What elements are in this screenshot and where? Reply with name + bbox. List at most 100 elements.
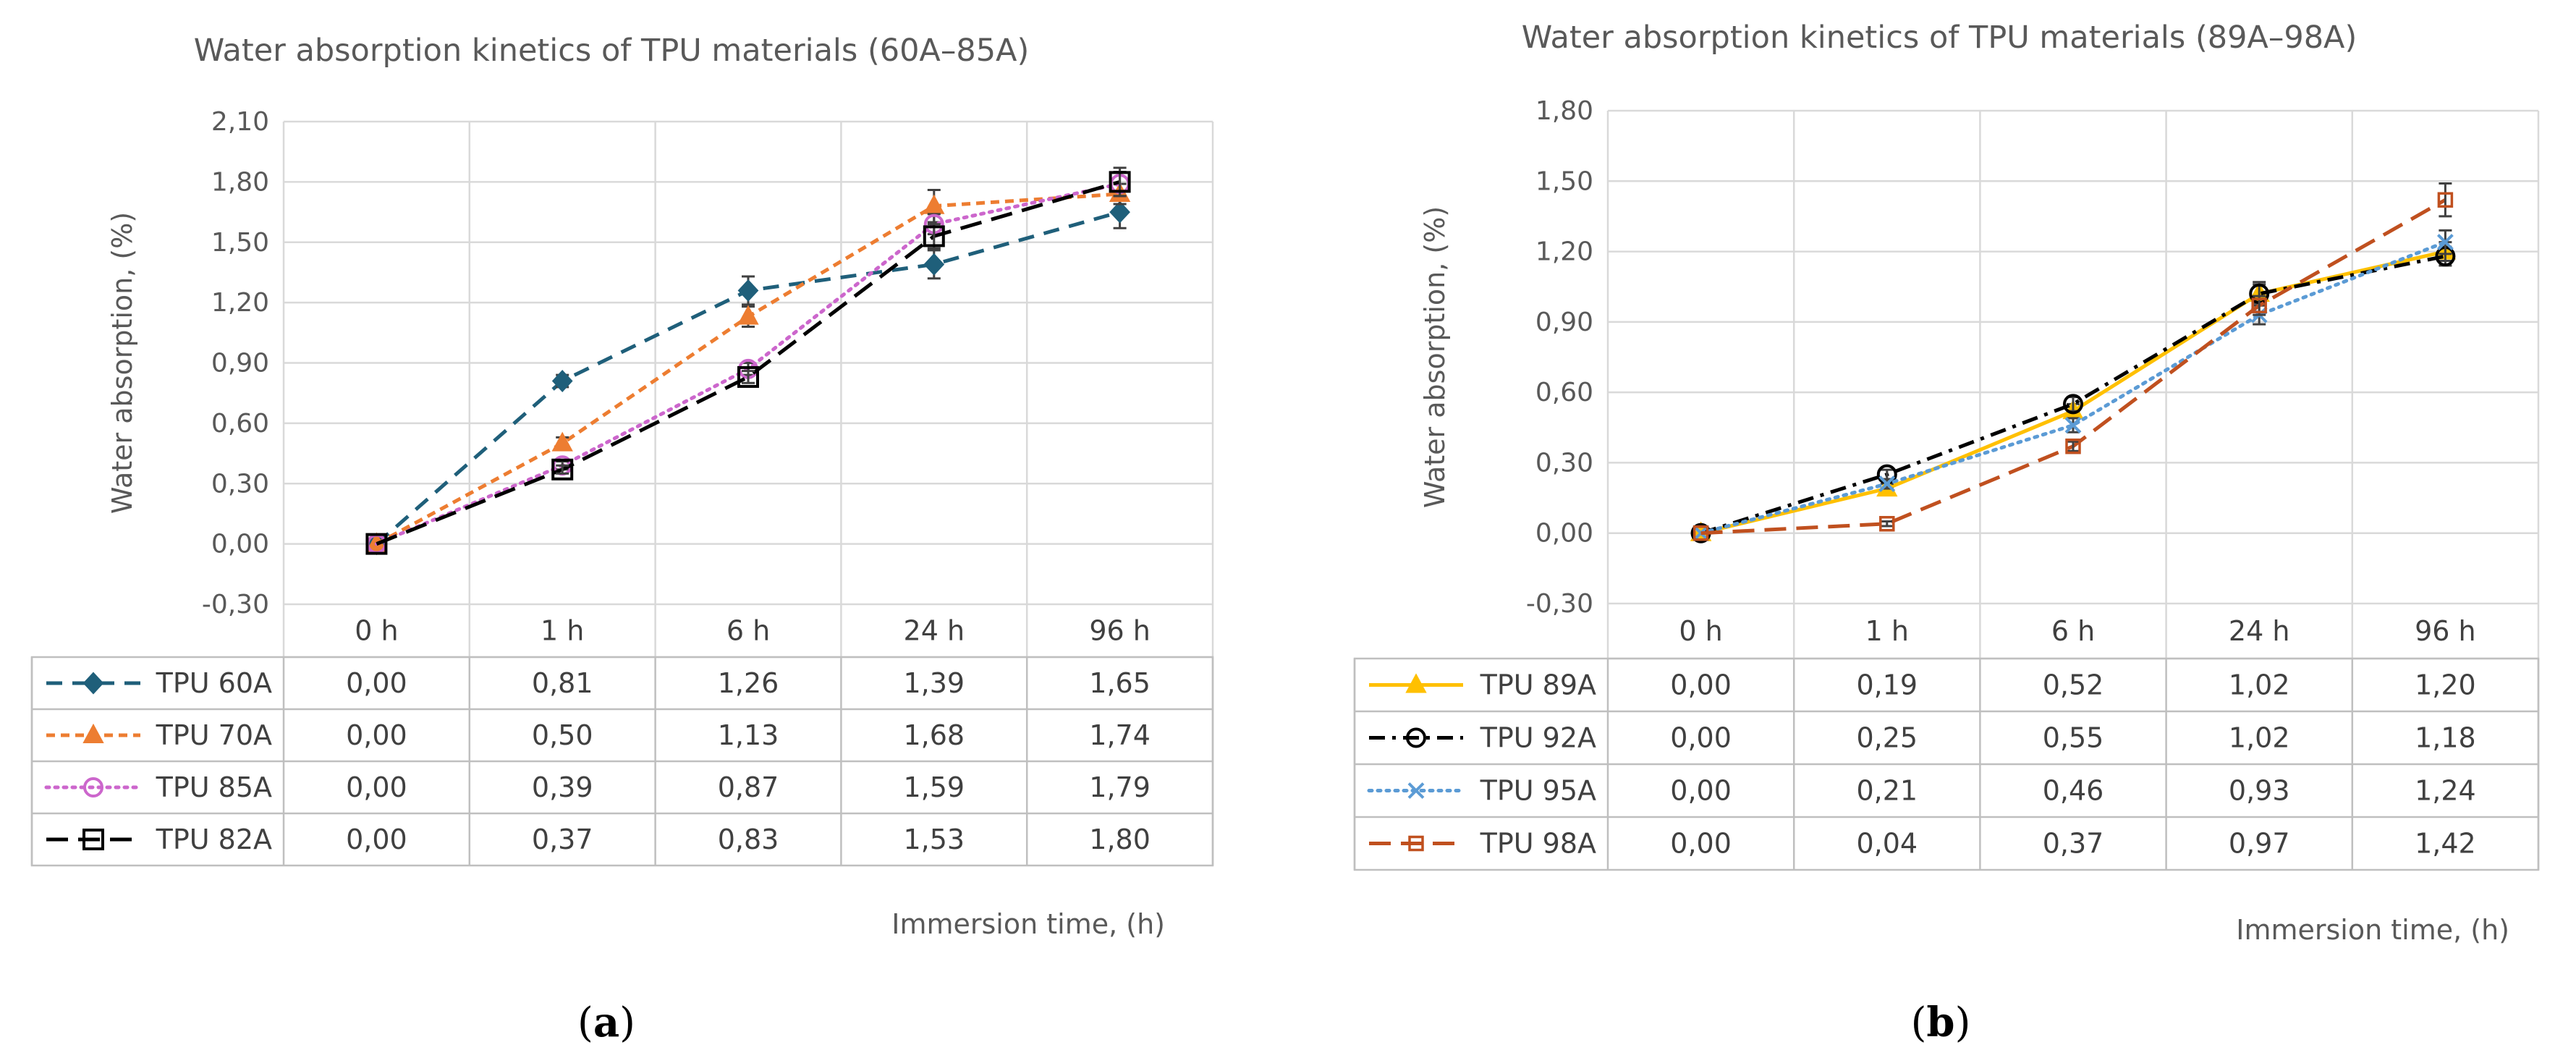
chart-title: Water absorption kinetics of TPU materia… xyxy=(1522,20,2357,56)
y-tick-label: 0,00 xyxy=(211,530,269,559)
table-cell-value: 1,59 xyxy=(903,771,965,803)
y-tick-label: 0,60 xyxy=(1535,378,1593,407)
data-point-marker xyxy=(737,305,759,325)
x-category-label: 6 h xyxy=(2051,615,2095,647)
y-tick-label: 1,50 xyxy=(211,228,269,258)
series-tpu-98a xyxy=(1692,182,2454,541)
table-cell-value: 1,18 xyxy=(2415,722,2476,754)
series-tpu-95a xyxy=(1692,229,2454,542)
legend-series-name: TPU 95A xyxy=(1480,775,1596,807)
table-cell-value: 0,00 xyxy=(346,719,407,751)
table-cell-value: 0,00 xyxy=(346,667,407,699)
table-cell-value: 1,65 xyxy=(1089,667,1151,699)
data-point-marker xyxy=(2251,297,2267,313)
panel-label-b: (b) xyxy=(1911,999,1971,1046)
legend-marker-key xyxy=(1407,782,1425,799)
table-cell-value: 1,02 xyxy=(2229,669,2290,701)
table-cell-value: 1,13 xyxy=(718,719,779,751)
data-point-marker xyxy=(2064,417,2082,433)
table-row: TPU 98A 0,00 0,04 0,37 0,97 1,42 xyxy=(1369,828,2476,860)
data-point-marker xyxy=(1109,200,1130,224)
y-tick-label: 1,80 xyxy=(211,167,269,197)
table-row: TPU 82A 0,00 0,37 0,83 1,53 1,80 xyxy=(46,824,1151,855)
y-tick-label: -0,30 xyxy=(1526,589,1593,619)
chart-title: Water absorption kinetics of TPU materia… xyxy=(194,33,1030,69)
y-tick-label: -0,30 xyxy=(202,590,269,619)
error-bar xyxy=(742,370,755,384)
data-point-marker xyxy=(551,370,573,392)
legend-series-name: TPU 85A xyxy=(156,771,272,803)
legend-marker-key xyxy=(82,672,104,695)
data-point-marker xyxy=(2436,234,2454,251)
table-cell-value: 1,80 xyxy=(1089,824,1151,855)
table-cell-value: 0,50 xyxy=(532,719,593,751)
data-point-marker xyxy=(737,365,759,388)
series-tpu-92a xyxy=(1690,245,2456,543)
x-category-label: 24 h xyxy=(2229,615,2290,647)
table-cell-value: 1,24 xyxy=(2415,775,2476,807)
table-cell-value: 0,81 xyxy=(532,667,593,699)
x-category-label: 96 h xyxy=(1089,615,1151,647)
data-point-marker xyxy=(1878,475,1896,493)
y-tick-label: 0,60 xyxy=(211,409,269,439)
error-bar xyxy=(556,464,569,475)
table-cell-value: 0,52 xyxy=(2043,669,2104,701)
table-cell-value: 1,68 xyxy=(903,719,965,751)
x-category-label: 0 h xyxy=(355,615,398,647)
chart-panel-b: Water absorption kinetics of TPU materia… xyxy=(1353,20,2540,946)
series-line xyxy=(376,179,1121,546)
data-point-marker xyxy=(1109,171,1131,193)
y-tick-label: 0,90 xyxy=(211,349,269,378)
series-tpu-82a xyxy=(365,166,1131,555)
x-category-label: 24 h xyxy=(904,615,965,647)
legend-series-name: TPU 98A xyxy=(1480,828,1596,860)
table-cell-value: 0,00 xyxy=(1670,669,1732,701)
y-tick-label: 0,30 xyxy=(211,469,269,499)
data-point-marker xyxy=(365,533,388,555)
legend-series-name: TPU 60A xyxy=(156,667,272,699)
y-tick-label: 2,10 xyxy=(211,107,269,137)
x-category-label: 1 h xyxy=(1865,615,1909,647)
table-cell-value: 0,00 xyxy=(1670,828,1732,860)
data-point-marker xyxy=(923,253,945,276)
error-bar xyxy=(2067,440,2080,452)
table-cell-value: 1,74 xyxy=(1089,719,1151,751)
legend-marker-key xyxy=(82,723,104,743)
data-point-marker xyxy=(551,458,574,481)
x-axis-title: Immersion time, (h) xyxy=(891,908,1165,940)
x-category-label: 1 h xyxy=(541,615,584,647)
table-cell-value: 0,00 xyxy=(1670,775,1732,807)
y-tick-label: 1,20 xyxy=(211,288,269,318)
table-row: TPU 89A 0,00 0,19 0,52 1,02 1,20 xyxy=(1369,669,2476,701)
y-axis-title: Water absorption, (%) xyxy=(1419,206,1451,508)
table-cell-value: 1,53 xyxy=(903,824,965,855)
table-row: TPU 60A 0,00 0,81 1,26 1,39 1,65 xyxy=(46,667,1151,699)
table-cell-value: 0,00 xyxy=(346,771,407,803)
series-line xyxy=(1699,240,2447,536)
table-cell-value: 1,39 xyxy=(903,667,965,699)
table-cell-value: 1,20 xyxy=(2415,669,2476,701)
table-cell-value: 0,37 xyxy=(2043,828,2104,860)
table-cell-value: 0,46 xyxy=(2043,775,2104,807)
legend-series-name: TPU 92A xyxy=(1480,722,1596,754)
legend-marker-key xyxy=(1408,835,1424,852)
x-category-label: 0 h xyxy=(1679,615,1722,647)
y-tick-label: 0,90 xyxy=(1535,308,1593,337)
legend-marker-key xyxy=(82,829,104,850)
table-row: TPU 95A 0,00 0,21 0,46 0,93 1,24 xyxy=(1367,775,2476,807)
y-tick-label: 1,50 xyxy=(1535,166,1593,196)
table-cell-value: 0,00 xyxy=(1670,722,1732,754)
x-category-label: 6 h xyxy=(726,615,770,647)
table-row: TPU 92A 0,00 0,25 0,55 1,02 1,18 xyxy=(1369,722,2476,754)
data-point-marker xyxy=(1692,525,1709,541)
legend-series-name: TPU 70A xyxy=(156,719,272,751)
table-cell-value: 0,97 xyxy=(2229,828,2290,860)
table-cell-value: 0,04 xyxy=(1856,828,1918,860)
table-row: TPU 70A 0,00 0,50 1,13 1,68 1,74 xyxy=(46,719,1151,751)
error-bar xyxy=(2439,182,2452,218)
chart-panel-a: Water absorption kinetics of TPU materia… xyxy=(30,33,1214,940)
table-cell-value: 0,93 xyxy=(2229,775,2290,807)
table-cell-value: 0,21 xyxy=(1856,775,1918,807)
y-tick-label: 0,00 xyxy=(1535,519,1593,549)
table-cell-value: 0,25 xyxy=(1856,722,1918,754)
